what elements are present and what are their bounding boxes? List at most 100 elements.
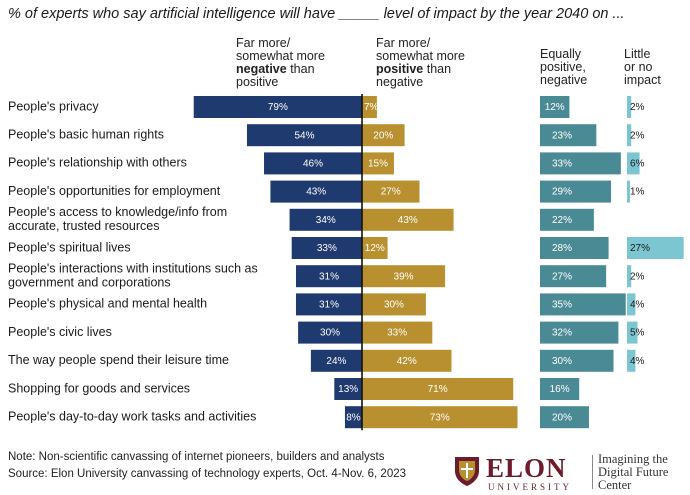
label-negative: 8% [346, 412, 361, 423]
label-little: 4% [630, 356, 645, 367]
label-negative: 43% [306, 187, 326, 198]
header-positive-line4: negative [376, 75, 424, 89]
category-label: People's privacy [8, 99, 99, 113]
bar-equal [540, 96, 570, 118]
bar-equal [540, 208, 594, 231]
label-equal: 16% [550, 384, 570, 395]
bar-equal [540, 321, 619, 344]
label-little: 2% [630, 130, 645, 141]
label-equal: 30% [552, 356, 572, 367]
bar-positive [362, 406, 518, 429]
logo-tagline-3: Center [598, 478, 632, 492]
label-equal: 35% [552, 300, 572, 311]
header-positive-bold: positive [376, 62, 424, 76]
bar-little [627, 152, 640, 175]
label-positive: 39% [394, 271, 414, 282]
label-little: 4% [630, 300, 645, 311]
bar-positive [362, 152, 394, 175]
category-label: People's opportunities for employment [8, 184, 221, 198]
header-little-line3: impact [624, 73, 661, 87]
bar-negative [193, 96, 362, 118]
header-negative-line1: Far more/ [236, 36, 291, 50]
category-label: accurate, trusted resources [8, 219, 159, 233]
label-negative: 30% [320, 328, 340, 339]
bar-negative [289, 208, 362, 231]
header-negative-bold: negative [236, 62, 287, 76]
header-equal-line2: positive, [540, 60, 586, 74]
bar-little [627, 124, 632, 147]
bar-little [627, 321, 638, 344]
logo-tagline: Imagining the Digital Future Center [598, 453, 668, 492]
header-negative-line3: negative than [236, 63, 356, 76]
label-positive: 33% [387, 328, 407, 339]
label-little: 27% [630, 243, 650, 254]
category-label: government and corporations [8, 275, 171, 289]
bar-equal [540, 406, 589, 429]
bar-positive [362, 124, 405, 147]
header-little-line2: or no [624, 60, 653, 74]
bar-equal [540, 152, 621, 175]
category-label: People's civic lives [8, 325, 112, 339]
label-negative: 46% [303, 159, 323, 170]
logo-sub: UNIVERSITY [488, 482, 572, 492]
bar-equal [540, 180, 612, 203]
bar-positive [362, 378, 514, 400]
label-little: 2% [630, 271, 645, 282]
bar-positive [362, 237, 388, 259]
label-negative: 54% [294, 130, 314, 141]
category-label: Shopping for goods and services [8, 381, 190, 395]
logo-name: ELON [486, 453, 567, 483]
elon-logo: ELON UNIVERSITY Imagining the Digital Fu… [454, 453, 690, 495]
category-label: The way people spend their leisure time [8, 353, 229, 367]
header-negative-line4: positive [236, 75, 279, 89]
label-positive: 12% [365, 243, 385, 254]
header-negative-line2: somewhat more [236, 49, 325, 63]
header-little-line1: Little [624, 47, 651, 61]
category-label: People's spiritual lives [8, 240, 131, 254]
bar-little [627, 180, 630, 203]
bar-equal [540, 378, 580, 400]
bar-negative [295, 293, 362, 316]
label-positive: 15% [368, 159, 388, 170]
bar-little [627, 293, 636, 316]
bar-equal [540, 293, 626, 316]
bar-negative [264, 152, 362, 175]
header-positive-line2: somewhat more [376, 49, 465, 63]
label-negative: 31% [319, 300, 339, 311]
label-negative: 79% [268, 102, 288, 113]
label-negative: 34% [316, 215, 336, 226]
header-negative-after: than [290, 62, 315, 76]
label-equal: 32% [552, 328, 572, 339]
bar-positive [362, 96, 377, 118]
source-text: Source: Elon University canvassing of te… [8, 468, 407, 480]
logo-tagline-2: Digital Future [598, 465, 669, 479]
header-equal: Equally positive, negative [540, 48, 610, 87]
bar-positive [362, 180, 420, 203]
label-little: 1% [630, 187, 645, 198]
label-equal: 27% [552, 271, 572, 282]
label-positive: 30% [384, 300, 404, 311]
chart-canvas: People's privacy 79% 7% 12% 2% People's basic… [8, 94, 684, 431]
label-positive: 73% [430, 412, 450, 423]
logo-divider [592, 455, 593, 489]
category-label: People's access to knowledge/info from [8, 205, 227, 219]
category-label: People's interactions with institutions … [8, 261, 258, 275]
label-little: 5% [630, 328, 645, 339]
label-equal: 28% [552, 243, 572, 254]
label-little: 2% [630, 102, 645, 113]
header-negative: Far more/ somewhat more negative than po… [236, 37, 356, 89]
bar-positive [362, 208, 454, 231]
category-label: People's day-to-day work tasks and activ… [8, 409, 256, 423]
label-positive: 7% [364, 102, 379, 113]
label-equal: 22% [552, 215, 572, 226]
note-text: Note: Non-scientific canvassing of inter… [8, 451, 385, 463]
header-little: Little or no impact [624, 48, 684, 87]
label-equal: 12% [545, 102, 565, 113]
bar-negative [246, 124, 362, 147]
label-equal: 33% [552, 159, 572, 170]
bar-equal [540, 124, 597, 147]
bar-positive [362, 321, 433, 344]
bar-positive [362, 349, 452, 372]
bar-positive [362, 293, 426, 316]
header-positive-after: than [426, 62, 452, 76]
